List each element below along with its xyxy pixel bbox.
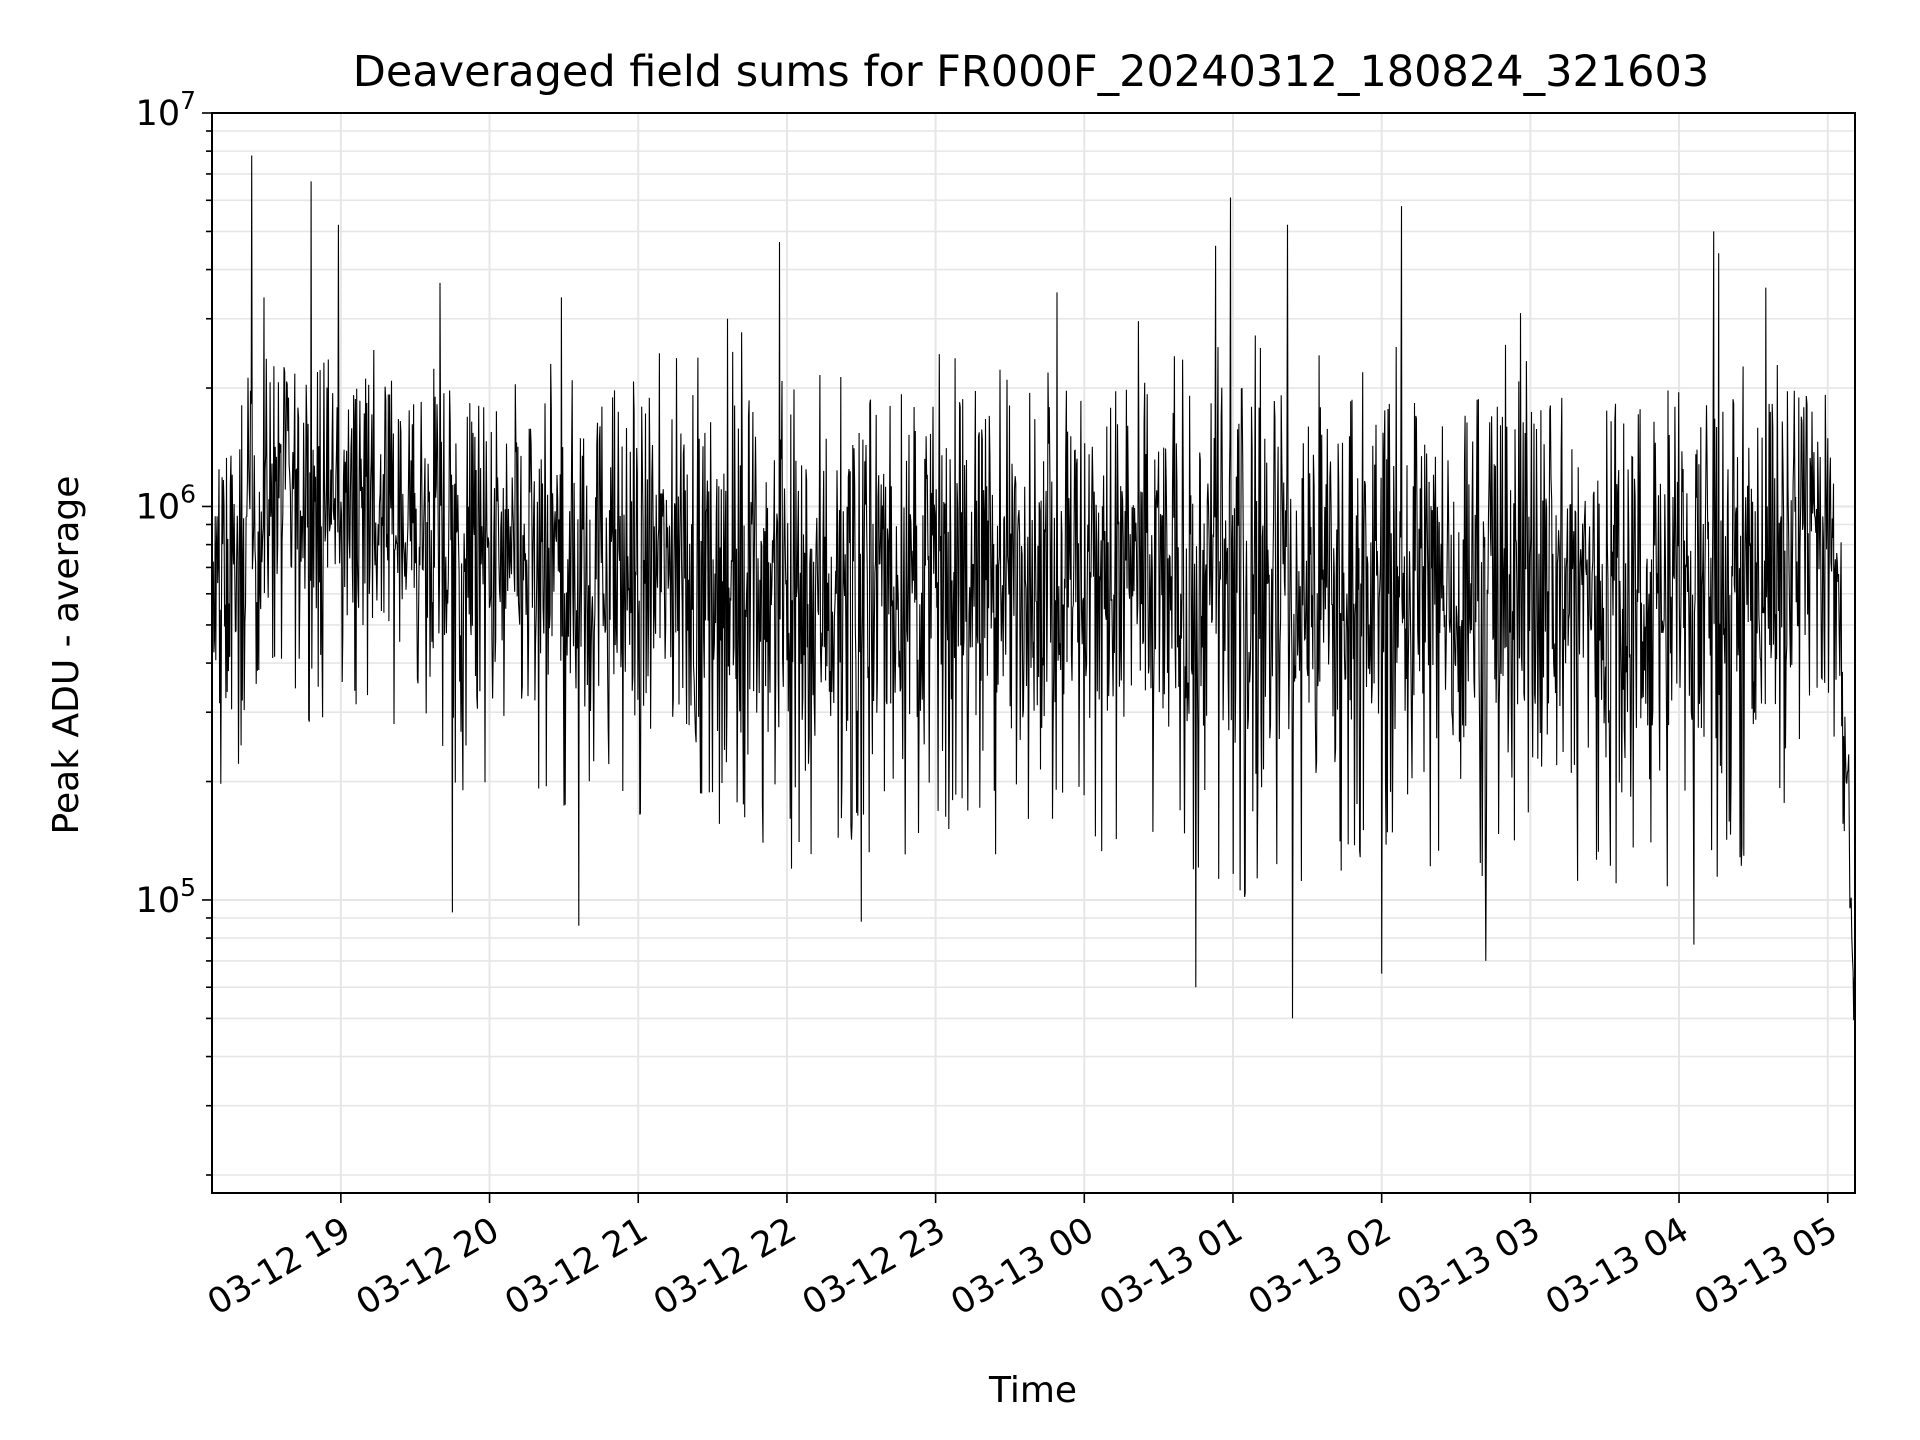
y-tick-label: 106: [136, 479, 196, 527]
x-tick-label: 03-13 03: [1391, 1210, 1547, 1323]
y-tick-base: 10: [136, 881, 181, 921]
x-tick-label: 03-13 04: [1539, 1210, 1695, 1323]
x-tick-label: 03-12 23: [796, 1210, 952, 1323]
plot-frame: [211, 112, 1856, 1194]
y-tick-exponent: 6: [180, 479, 196, 508]
y-tick-exponent: 5: [180, 873, 196, 902]
x-tick-label: 03-12 22: [647, 1210, 803, 1323]
y-tick-base: 10: [136, 487, 181, 527]
x-tick-label: 03-13 02: [1242, 1210, 1398, 1323]
y-tick-label: 107: [136, 86, 196, 134]
x-axis-label: Time: [988, 1370, 1077, 1411]
x-tick-label: 03-12 21: [498, 1210, 654, 1323]
chart-title: Deaveraged field sums for FR000F_2024031…: [353, 47, 1710, 97]
series-line: [211, 155, 1856, 1028]
series-path: [211, 155, 1856, 1028]
y-tick-exponent: 7: [180, 86, 196, 115]
y-tick-label: 105: [136, 873, 196, 921]
y-axis-label: Peak ADU - average: [46, 476, 87, 835]
x-tick-label: 03-12 19: [201, 1210, 357, 1323]
y-tick-base: 10: [136, 94, 181, 134]
x-tick-label: 03-13 05: [1688, 1210, 1844, 1323]
x-tick-label: 03-12 20: [350, 1210, 506, 1323]
x-tick-label: 03-13 01: [1093, 1210, 1249, 1323]
x-tick-label: 03-13 00: [945, 1210, 1101, 1323]
